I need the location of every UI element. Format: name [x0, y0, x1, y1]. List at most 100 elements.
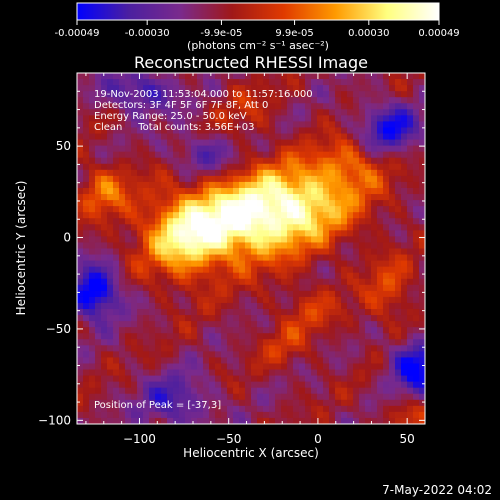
heatmap-cell	[251, 381, 258, 389]
heatmap-cell	[347, 175, 354, 183]
heatmap-cell	[407, 411, 414, 419]
heatmap-cell	[281, 103, 288, 110]
heatmap-cell	[197, 254, 204, 262]
heatmap-cell	[251, 248, 258, 256]
heatmap-cell	[383, 236, 390, 244]
heatmap-cell	[185, 266, 192, 274]
heatmap-cell	[347, 351, 354, 359]
heatmap-cell	[149, 206, 156, 213]
heatmap-cell	[419, 302, 425, 310]
heatmap-cell	[293, 151, 300, 159]
heatmap-cell	[77, 194, 84, 201]
heatmap-cell	[191, 357, 198, 365]
heatmap-cell	[401, 212, 408, 219]
heatmap-cell	[137, 302, 144, 310]
heatmap-cell	[191, 248, 198, 256]
heatmap-cell	[125, 351, 132, 359]
heatmap-cell	[407, 109, 414, 116]
heatmap-cell	[329, 224, 336, 231]
heatmap-cell	[413, 181, 420, 189]
heatmap-cell	[209, 85, 216, 92]
heatmap-cell	[395, 103, 402, 110]
heatmap-cell	[269, 85, 276, 92]
heatmap-cell	[263, 181, 270, 189]
heatmap-cell	[419, 103, 425, 110]
heatmap-cell	[95, 224, 102, 231]
heatmap-cell	[353, 369, 360, 377]
heatmap-cell	[131, 375, 138, 383]
heatmap-cell	[143, 254, 150, 262]
heatmap-cell	[185, 103, 192, 110]
heatmap-cell	[113, 169, 120, 177]
heatmap-cell	[77, 290, 84, 298]
heatmap-cell	[95, 187, 102, 195]
heatmap-cell	[107, 411, 114, 419]
heatmap-cell	[371, 79, 378, 86]
heatmap-cell	[221, 284, 228, 292]
heatmap-cell	[323, 411, 330, 419]
heatmap-cell	[377, 230, 384, 237]
heatmap-cell	[341, 139, 348, 147]
heatmap-cell	[281, 115, 288, 123]
heatmap-cell	[203, 181, 210, 189]
heatmap-cell	[239, 387, 246, 395]
heatmap-cell	[119, 302, 126, 310]
heatmap-cell	[371, 272, 378, 280]
heatmap-cell	[155, 73, 162, 80]
heatmap-cell	[197, 218, 204, 225]
heatmap-cell	[227, 333, 234, 340]
heatmap-cell	[137, 399, 144, 407]
heatmap-cell	[407, 290, 414, 298]
heatmap-cell	[131, 151, 138, 159]
heatmap-cell	[107, 109, 114, 116]
heatmap-cell	[359, 296, 366, 304]
heatmap-cell	[101, 260, 108, 268]
heatmap-cell	[143, 302, 150, 310]
heatmap-cell	[221, 345, 228, 352]
heatmap-cell	[173, 242, 180, 250]
heatmap-cell	[179, 163, 186, 171]
heatmap-cell	[245, 254, 252, 262]
heatmap-cell	[371, 115, 378, 123]
heatmap-cell	[215, 224, 222, 231]
heatmap-cell	[233, 387, 240, 395]
heatmap-cell	[371, 333, 378, 340]
heatmap-cell	[209, 224, 216, 231]
heatmap-cell	[89, 309, 96, 316]
heatmap-cell	[89, 254, 96, 262]
heatmap-cell	[221, 163, 228, 171]
heatmap-cell	[305, 417, 312, 424]
heatmap-cell	[329, 266, 336, 274]
heatmap-cell	[203, 351, 210, 359]
heatmap-cell	[191, 121, 198, 129]
heatmap-cell	[365, 236, 372, 244]
heatmap-cell	[251, 242, 258, 250]
heatmap-cell	[161, 127, 168, 135]
heatmap-cell	[89, 351, 96, 359]
heatmap-cell	[275, 121, 282, 129]
heatmap-cell	[317, 103, 324, 110]
heatmap-cell	[329, 411, 336, 419]
heatmap-cell	[143, 357, 150, 365]
heatmap-cell	[323, 393, 330, 401]
heatmap-cell	[227, 290, 234, 298]
heatmap-cell	[113, 387, 120, 395]
heatmap-cell	[89, 97, 96, 104]
heatmap-cell	[311, 139, 318, 147]
heatmap-cell	[113, 145, 120, 153]
heatmap-cell	[263, 163, 270, 171]
heatmap-cell	[335, 309, 342, 316]
heatmap-cell	[215, 139, 222, 147]
heatmap-cell	[263, 351, 270, 359]
heatmap-cell	[293, 242, 300, 250]
heatmap-cell	[233, 85, 240, 92]
heatmap-cell	[419, 290, 425, 298]
heatmap-cell	[395, 218, 402, 225]
heatmap-cell	[239, 248, 246, 256]
heatmap-cell	[227, 387, 234, 395]
heatmap-cell	[275, 339, 282, 346]
heatmap-cell	[377, 206, 384, 213]
heatmap-cell	[161, 363, 168, 371]
heatmap-cell	[311, 103, 318, 110]
heatmap-cell	[317, 375, 324, 383]
